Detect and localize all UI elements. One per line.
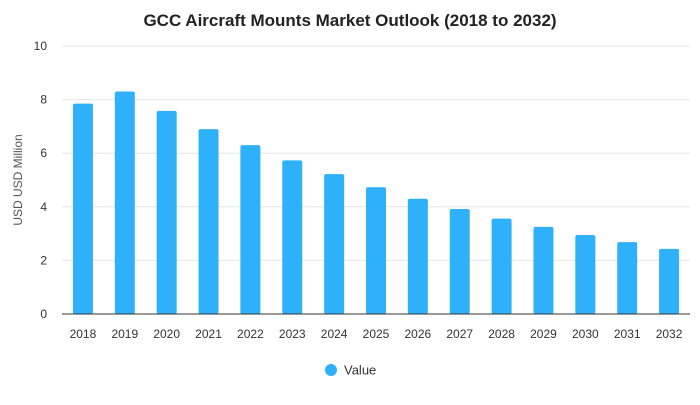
bar-2018[interactable] <box>72 103 93 315</box>
x-tick-label: 2027 <box>446 327 473 341</box>
x-tick-label: 2019 <box>111 327 138 341</box>
bar-2029[interactable] <box>533 226 554 314</box>
bar-2023[interactable] <box>282 160 303 314</box>
bar-2031[interactable] <box>617 242 638 314</box>
x-axis-ticks: 2018 2019 2020 2021 2022 2023 2024 2025 2026 2027… <box>70 327 683 341</box>
x-tick-label: 2022 <box>237 327 264 341</box>
legend[interactable]: Value <box>325 363 376 378</box>
bar-2030[interactable] <box>575 234 596 314</box>
x-tick-label: 2018 <box>70 327 97 341</box>
y-tick-label: 6 <box>40 146 47 160</box>
x-tick-label: 2020 <box>153 327 180 341</box>
x-tick-label: 2028 <box>488 327 515 341</box>
legend-label-value: Value <box>344 363 376 378</box>
y-tick-label: 10 <box>34 39 48 53</box>
y-axis-label: USD USD Million <box>11 134 25 225</box>
x-tick-label: 2021 <box>195 327 222 341</box>
y-tick-label: 8 <box>40 93 47 107</box>
x-tick-label: 2031 <box>614 327 641 341</box>
legend-swatch-value <box>325 364 337 376</box>
chart-title: GCC Aircraft Mounts Market Outlook (2018… <box>143 11 556 30</box>
bar-2026[interactable] <box>407 198 428 314</box>
bar-2028[interactable] <box>491 218 512 314</box>
y-tick-label: 4 <box>40 200 47 214</box>
bar-2022[interactable] <box>240 145 261 314</box>
x-tick-label: 2026 <box>405 327 432 341</box>
y-tick-label: 0 <box>40 307 47 321</box>
y-tick-label: 2 <box>40 253 47 267</box>
bar-series <box>72 91 680 315</box>
bar-2025[interactable] <box>366 187 386 314</box>
bar-2021[interactable] <box>198 129 219 314</box>
bar-2020[interactable] <box>156 110 177 314</box>
x-tick-label: 2032 <box>656 327 683 341</box>
x-tick-label: 2023 <box>279 327 306 341</box>
bar-2024[interactable] <box>324 174 345 314</box>
bar-2032[interactable] <box>659 248 680 314</box>
x-tick-label: 2029 <box>530 327 557 341</box>
bar-2027[interactable] <box>449 208 470 314</box>
x-tick-label: 2030 <box>572 327 599 341</box>
x-tick-label: 2025 <box>363 327 390 341</box>
y-axis-ticks: 0 2 4 6 8 10 <box>34 39 48 321</box>
x-tick-label: 2024 <box>321 327 348 341</box>
bar-2019[interactable] <box>114 91 135 314</box>
